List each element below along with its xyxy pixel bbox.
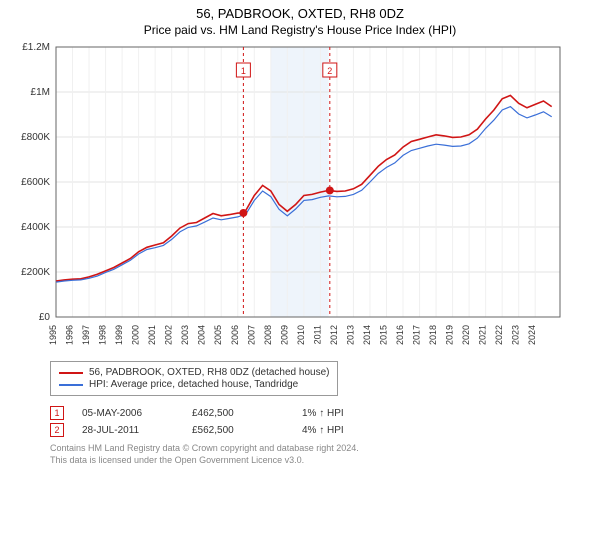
x-tick-label: 2009 [279, 325, 289, 345]
sale-date: 05-MAY-2006 [82, 408, 192, 419]
y-tick-label: £400K [21, 222, 50, 233]
sale-row-marker: 1 [50, 406, 64, 420]
sale-marker-label: 2 [327, 66, 332, 76]
y-tick-label: £200K [21, 267, 50, 278]
legend-swatch [59, 372, 83, 374]
y-tick-label: £0 [39, 312, 51, 323]
y-tick-label: £1M [31, 87, 50, 98]
legend-swatch [59, 384, 83, 386]
x-tick-label: 1999 [114, 325, 124, 345]
legend-item: 56, PADBROOK, OXTED, RH8 0DZ (detached h… [59, 367, 329, 378]
sale-price: £562,500 [192, 425, 302, 436]
x-tick-label: 2016 [395, 325, 405, 345]
x-tick-label: 2007 [246, 325, 256, 345]
legend-label: HPI: Average price, detached house, Tand… [89, 379, 298, 390]
x-tick-label: 2013 [345, 325, 355, 345]
y-tick-label: £600K [21, 177, 50, 188]
x-tick-label: 1997 [81, 325, 91, 345]
sale-row: 2 28-JUL-2011£562,5004% ↑ HPI [50, 423, 590, 437]
x-tick-label: 2015 [378, 325, 388, 345]
page-title: 56, PADBROOK, OXTED, RH8 0DZ [10, 6, 590, 21]
footnote: Contains HM Land Registry data © Crown c… [50, 443, 590, 466]
x-tick-label: 1995 [48, 325, 58, 345]
sale-row: 1 05-MAY-2006£462,5001% ↑ HPI [50, 406, 590, 420]
x-tick-label: 2000 [131, 325, 141, 345]
x-tick-label: 2006 [230, 325, 240, 345]
x-tick-label: 2017 [412, 325, 422, 345]
legend-item: HPI: Average price, detached house, Tand… [59, 379, 329, 390]
sale-date: 28-JUL-2011 [82, 425, 192, 436]
x-tick-label: 2012 [329, 325, 339, 345]
x-tick-label: 2001 [147, 325, 157, 345]
y-tick-label: £1.2M [22, 43, 50, 53]
x-tick-label: 1996 [65, 325, 75, 345]
sale-marker-label: 1 [241, 66, 246, 76]
sale-row-marker: 2 [50, 423, 64, 437]
x-tick-label: 2003 [180, 325, 190, 345]
footnote-line: This data is licensed under the Open Gov… [50, 455, 590, 467]
x-tick-label: 2022 [494, 325, 504, 345]
sale-price: £462,500 [192, 408, 302, 419]
x-tick-label: 2005 [213, 325, 223, 345]
sale-diff: 1% ↑ HPI [302, 408, 382, 419]
x-tick-label: 2008 [263, 325, 273, 345]
sales-table: 1 05-MAY-2006£462,5001% ↑ HPI 2 28-JUL-2011… [50, 406, 590, 437]
sale-marker-dot [239, 209, 247, 217]
x-tick-label: 2023 [511, 325, 521, 345]
chart-container: 56, PADBROOK, OXTED, RH8 0DZ Price paid … [0, 0, 600, 474]
x-tick-label: 2021 [478, 325, 488, 345]
x-tick-label: 2002 [164, 325, 174, 345]
sale-marker-dot [326, 186, 334, 194]
x-tick-label: 2020 [461, 325, 471, 345]
legend: 56, PADBROOK, OXTED, RH8 0DZ (detached h… [50, 361, 338, 396]
x-tick-label: 2024 [527, 325, 537, 345]
legend-label: 56, PADBROOK, OXTED, RH8 0DZ (detached h… [89, 367, 329, 378]
x-tick-label: 1998 [98, 325, 108, 345]
x-tick-label: 2014 [362, 325, 372, 345]
x-tick-label: 2004 [197, 325, 207, 345]
x-tick-label: 2011 [312, 325, 322, 344]
page-subtitle: Price paid vs. HM Land Registry's House … [10, 23, 590, 37]
sale-diff: 4% ↑ HPI [302, 425, 382, 436]
footnote-line: Contains HM Land Registry data © Crown c… [50, 443, 590, 455]
x-tick-label: 2018 [428, 325, 438, 345]
line-chart: £0 £200K £400K £600K £800K £1M £1.2M 1995 1996 19… [10, 43, 590, 353]
x-tick-label: 2010 [296, 325, 306, 345]
x-tick-label: 2019 [445, 325, 455, 345]
y-tick-label: £800K [21, 132, 50, 143]
